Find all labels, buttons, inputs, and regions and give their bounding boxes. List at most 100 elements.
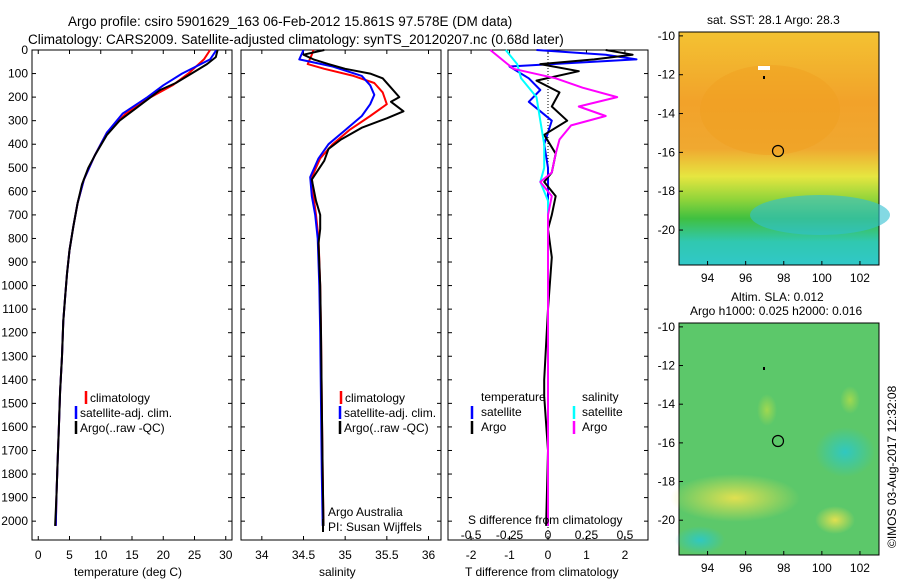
salinity-x-label: salinity	[319, 565, 356, 579]
map-x-tick-label: 100	[812, 271, 832, 285]
x-tick-label: -1	[504, 548, 515, 562]
x-tick-label-s: 0.5	[617, 528, 634, 542]
map-x-tick-label: 102	[850, 271, 870, 285]
series-argo	[302, 49, 405, 526]
sla-float-track	[763, 367, 765, 370]
temperature-chart: 0100200300400500600700800900100011001200…	[1, 43, 232, 562]
x-tick-label-s: -0.5	[461, 528, 482, 542]
map-x-tick-label: 94	[701, 561, 715, 575]
map-y-tick-label: -16	[658, 436, 676, 450]
map-y-tick-label: -10	[658, 29, 676, 43]
x-tick-label: 0	[35, 548, 42, 562]
s-legend-argo: Argo	[582, 420, 608, 434]
x-tick-label-s: 0.25	[575, 528, 599, 542]
y-tick-label: 300	[8, 114, 28, 128]
x-tick-label: -2	[466, 548, 477, 562]
x-tick-label-s: 0	[545, 528, 552, 542]
x-tick-label: 35.5	[375, 548, 399, 562]
figure-title-line2: Climatology: CARS2009. Satellite-adjuste…	[28, 32, 564, 47]
map-y-tick-label: -10	[658, 320, 676, 334]
x-tick-label: 34	[255, 548, 269, 562]
x-tick-label: 15	[125, 548, 139, 562]
y-tick-label: 700	[8, 208, 28, 222]
sla-argo-position-marker	[771, 434, 785, 448]
y-tick-label: 1500	[1, 396, 28, 410]
y-tick-label: 0	[21, 43, 28, 57]
y-tick-label: 1200	[1, 326, 28, 340]
legend-climatology: climatology	[90, 391, 150, 405]
temperature-panel	[31, 49, 233, 541]
sla-map-title-line1: Altim. SLA: 0.012	[731, 290, 824, 304]
sst-map-axes: 94 96 98 100 102 -10 -12 -14 -16 -18 -20	[658, 29, 871, 285]
sla-map	[670, 322, 880, 556]
difference-x-label: T difference from climatology	[465, 565, 619, 579]
sla-map-axes: 94 96 98 100 102 -10 -12 -14 -16 -18 -20	[658, 320, 871, 575]
y-tick-label: 1800	[1, 467, 28, 481]
sal-legend-satellite-adj: satellite-adj. clim.	[344, 406, 436, 420]
salinity-legend: climatology satellite-adj. clim. Argo(..…	[322, 391, 436, 534]
x-tick-label: 20	[157, 548, 171, 562]
series-argo	[54, 49, 219, 526]
map-x-tick-label: 98	[777, 561, 791, 575]
map-x-tick-label: 100	[812, 561, 832, 575]
sla-low-patch-south	[815, 506, 855, 534]
t-legend-heading: temperature	[481, 390, 546, 404]
x-tick-label: 36	[422, 548, 436, 562]
y-tick-label: 1700	[1, 443, 28, 457]
y-tick-label: 600	[8, 184, 28, 198]
sla-high-patch-east	[815, 427, 875, 477]
sal-legend-argo: Argo(..raw -QC)	[344, 421, 429, 435]
sla-high-patch-southwest	[675, 526, 725, 554]
sla-map-title-line2: Argo h1000: 0.025 h2000: 0.016	[690, 304, 862, 318]
salinity-panel	[240, 49, 442, 541]
sla-high-patch-north	[840, 386, 860, 414]
t-legend-satellite: satellite	[481, 405, 522, 419]
y-tick-label: 400	[8, 137, 28, 151]
salinity-chart: 34 34.5 35 35.5 36	[241, 49, 441, 562]
sst-map-title: sat. SST: 28.1 Argo: 28.3	[707, 13, 840, 27]
sst-cool-patch	[750, 195, 890, 235]
map-x-tick-label: 98	[777, 271, 791, 285]
map-y-tick-label: -14	[658, 397, 676, 411]
map-y-tick-label: -14	[658, 107, 676, 121]
map-y-tick-label: -16	[658, 145, 676, 159]
y-tick-label: 100	[8, 67, 28, 81]
figure-title-line1: Argo profile: csiro 5901629_163 06-Feb-2…	[68, 14, 512, 29]
x-tick-label: 34.5	[292, 548, 316, 562]
series-s-argo	[489, 49, 619, 526]
x-tick-label: 25	[188, 548, 202, 562]
y-tick-label: 2000	[1, 514, 28, 528]
x-tick-label: 10	[94, 548, 108, 562]
sla-low-patch-southwest	[670, 474, 800, 522]
y-tick-label: 1300	[1, 349, 28, 363]
y-tick-label: 200	[8, 90, 28, 104]
map-y-tick-label: -12	[658, 359, 676, 373]
x-tick-label: 35	[338, 548, 352, 562]
argo-australia-label: Argo Australia	[328, 505, 403, 519]
temperature-legend: climatology satellite-adj. clim. Argo(..…	[74, 391, 172, 435]
x-tick-label: 5	[66, 548, 73, 562]
y-tick-label: 1100	[2, 302, 28, 316]
map-y-tick-label: -20	[658, 223, 676, 237]
map-x-tick-label: 94	[701, 271, 715, 285]
pi-label: PI: Susan Wijffels	[328, 520, 422, 534]
s-legend-heading: salinity	[582, 390, 619, 404]
map-y-tick-label: -12	[658, 68, 676, 82]
x-tick-label: 0	[545, 548, 552, 562]
sal-legend-climatology: climatology	[345, 391, 405, 405]
x-tick-label: 2	[622, 548, 629, 562]
difference-top-x-label: S difference from climatology	[468, 513, 623, 527]
y-tick-label: 1600	[1, 420, 28, 434]
y-tick-label: 1400	[1, 373, 28, 387]
sst-argo-sample	[758, 66, 770, 70]
map-y-tick-label: -20	[658, 513, 676, 527]
map-x-tick-label: 102	[850, 561, 870, 575]
x-tick-label-s: -0.25	[496, 528, 524, 542]
difference-chart: -2 -1 0 1 2 -0.5 -0.25 0 0.25 0.5	[448, 49, 648, 562]
sst-argo-position-marker	[771, 144, 785, 158]
x-tick-label: 1	[583, 548, 590, 562]
sst-map	[678, 31, 890, 266]
s-legend-satellite: satellite	[582, 405, 623, 419]
legend-satellite-adj: satellite-adj. clim.	[80, 406, 172, 420]
